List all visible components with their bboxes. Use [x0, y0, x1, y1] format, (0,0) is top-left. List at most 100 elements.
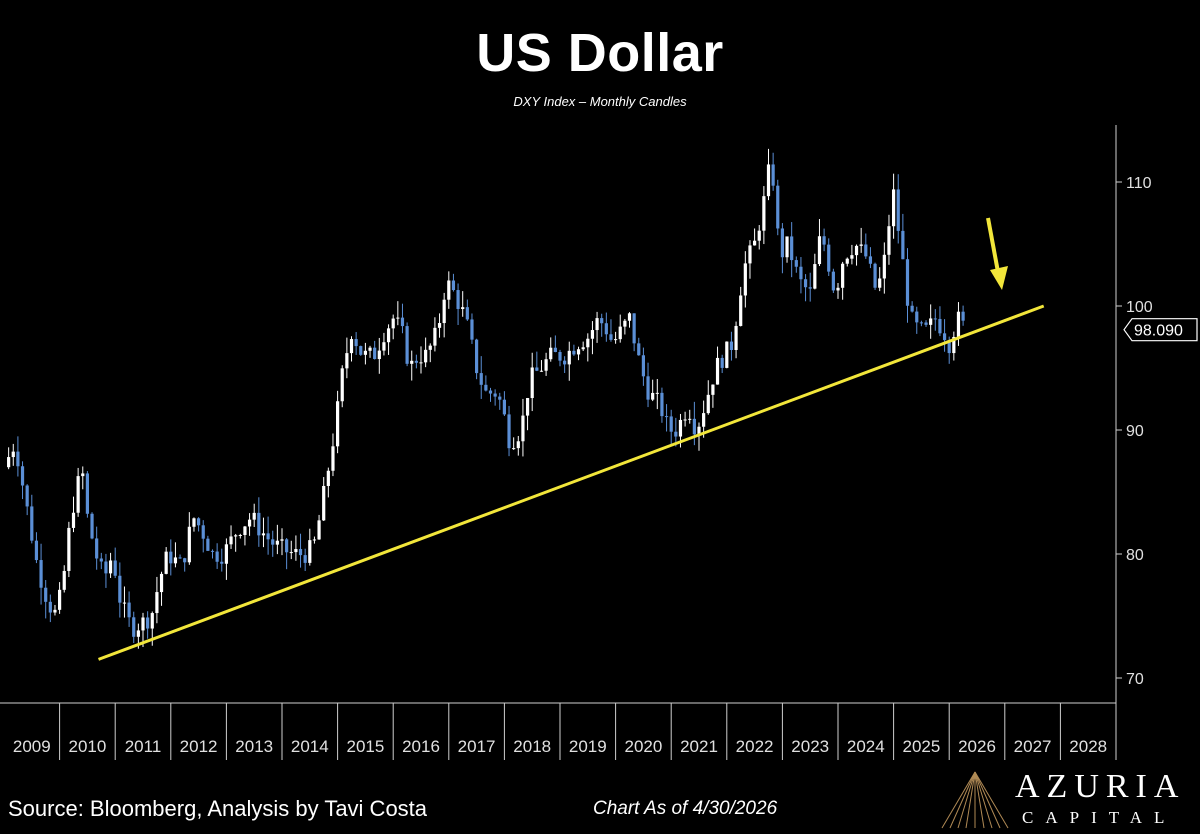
candle: [104, 553, 108, 588]
x-tick-label: 2016: [402, 737, 440, 756]
candle: [595, 311, 599, 343]
candle: [604, 312, 608, 342]
candle: [317, 514, 321, 540]
candle: [882, 242, 886, 294]
candle: [576, 346, 581, 361]
candle: [146, 611, 150, 639]
candle: [67, 521, 71, 578]
candle: [433, 317, 437, 352]
candle: [447, 271, 451, 309]
candle: [766, 148, 771, 201]
x-tick-label: 2015: [346, 737, 384, 756]
candle: [308, 528, 312, 566]
candle: [34, 532, 39, 564]
candle: [521, 398, 525, 457]
candle: [845, 257, 849, 267]
candle: [942, 319, 947, 352]
candle: [224, 538, 228, 580]
candle: [470, 313, 474, 344]
candle: [206, 535, 210, 551]
candle: [697, 422, 701, 451]
candle: [664, 404, 669, 432]
candle: [322, 477, 326, 521]
x-tick-label: 2028: [1069, 737, 1107, 756]
candle: [11, 443, 15, 466]
candle: [859, 227, 863, 253]
candle: [451, 273, 456, 292]
candle: [729, 331, 734, 361]
y-tick-label: 70: [1126, 671, 1144, 688]
candle: [326, 467, 330, 498]
candle: [58, 582, 62, 614]
candle: [340, 365, 344, 408]
candle: [169, 539, 173, 576]
candle: [905, 248, 910, 323]
x-tick-label: 2023: [791, 737, 829, 756]
x-tick-label: 2014: [291, 737, 329, 756]
candle: [623, 318, 627, 335]
candle: [887, 214, 891, 265]
candle: [549, 337, 553, 362]
candle: [933, 309, 937, 331]
candle: [919, 320, 923, 327]
candle: [502, 391, 506, 417]
as-of-date: Chart As of 4/30/2026: [593, 798, 778, 819]
candle: [637, 337, 641, 356]
source-note: Source: Bloomberg, Analysis by Tavi Cost…: [8, 796, 428, 821]
y-tick-label: 110: [1126, 175, 1152, 192]
candle: [419, 346, 423, 374]
candle: [530, 352, 534, 412]
candle: [878, 267, 882, 292]
candle: [363, 342, 367, 365]
x-tick-label: 2019: [569, 737, 607, 756]
x-tick-label: 2024: [847, 737, 885, 756]
candle: [780, 223, 784, 274]
candle: [711, 384, 715, 408]
candle: [442, 292, 446, 338]
candle: [924, 320, 928, 327]
candle: [247, 513, 252, 536]
candle: [90, 512, 94, 540]
candle: [743, 251, 747, 308]
candle: [590, 321, 595, 355]
candle: [62, 565, 66, 593]
candle: [535, 351, 539, 372]
candle: [688, 409, 692, 424]
candle: [386, 324, 391, 355]
candle: [132, 611, 136, 644]
axes-group: 70 80 90 100 110 2009 2010 2011 2012 2013 2014 2015…: [0, 125, 1198, 760]
candle: [827, 238, 831, 276]
candle: [85, 471, 89, 518]
candle: [354, 332, 358, 355]
candle: [183, 557, 187, 572]
candle: [651, 379, 655, 402]
logo-word: AZURIA: [1015, 768, 1186, 805]
candle: [915, 306, 919, 334]
candle: [725, 341, 729, 369]
candle: [118, 562, 122, 618]
candle: [757, 225, 761, 250]
candle: [776, 179, 780, 236]
candle: [507, 405, 511, 457]
candle: [558, 349, 562, 367]
candle: [822, 228, 826, 252]
candle: [817, 219, 822, 267]
candle: [382, 332, 386, 356]
candle: [155, 576, 159, 624]
candle: [493, 389, 497, 406]
candle: [961, 305, 965, 326]
candle: [813, 253, 817, 290]
candle: [210, 549, 215, 559]
candle: [790, 222, 794, 278]
candle: [99, 552, 103, 570]
candle: [586, 333, 590, 362]
candle: [229, 525, 233, 549]
candle: [553, 335, 557, 353]
candle: [122, 586, 127, 618]
candle: [336, 390, 340, 454]
candle: [303, 548, 307, 571]
y-tick-label: 80: [1126, 547, 1144, 564]
candle: [771, 152, 775, 191]
candle: [841, 261, 845, 300]
